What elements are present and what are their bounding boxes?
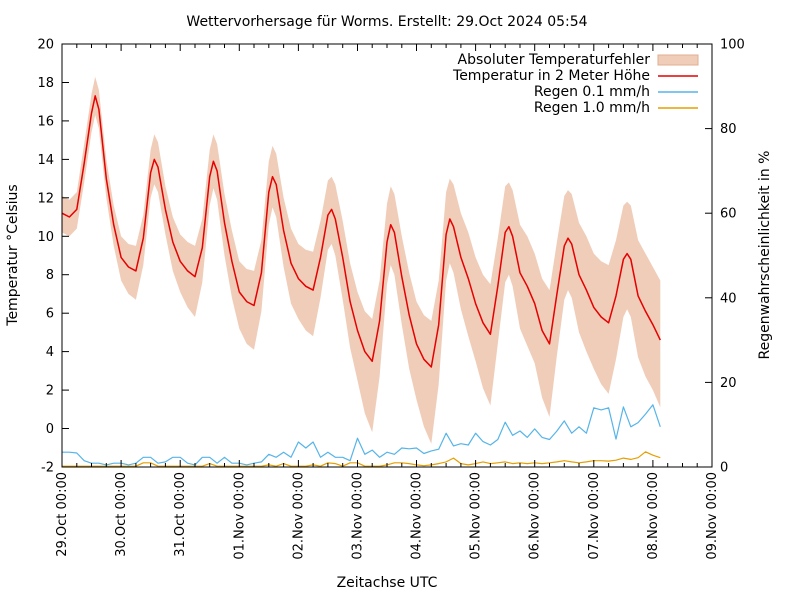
y-tick-label: 18 (37, 76, 54, 91)
absolute-temperature-error-band (62, 76, 661, 444)
legend-band-swatch (657, 54, 699, 66)
legend-label-3: Regen 1.0 mm/h (534, 100, 650, 116)
y2-tick-label: 80 (720, 122, 737, 137)
x-tick-label: 01.Nov 00:00 (232, 472, 247, 560)
temperature-2m-line (61, 95, 661, 368)
y-tick-label: 14 (37, 153, 54, 168)
x-tick-label: 31.Oct 00:00 (173, 472, 188, 557)
y2-tick-label: 0 (720, 461, 728, 476)
y2-tick-label: 100 (720, 38, 745, 53)
data-lines-layer (61, 95, 661, 467)
x-tick-label: 05.Nov 00:00 (469, 472, 484, 560)
x-tick-label: 08.Nov 00:00 (646, 472, 661, 560)
x-tick-label: 09.Nov 00:00 (705, 472, 720, 560)
y2-tick-label: 20 (720, 376, 737, 391)
y2-tick-label: 60 (720, 207, 737, 222)
tick-labels-layer: 29.Oct 00:00 30.Oct 00:00 31.Oct 00:00 01.N… (37, 38, 744, 560)
legend-label-2: Regen 0.1 mm/h (534, 84, 650, 100)
legend-label-1: Temperatur in 2 Meter Höhe (452, 68, 650, 84)
y-tick-label: 16 (37, 114, 54, 129)
y2-axis-title: Regenwahrscheinlichkeit in % (757, 151, 773, 360)
y-tick-label: 10 (37, 230, 54, 245)
y-tick-label: 12 (37, 191, 54, 206)
x-tick-label: 29.Oct 00:00 (55, 472, 70, 557)
x-tick-label: 30.Oct 00:00 (114, 472, 129, 557)
rain-1-0-mmh-line (62, 451, 661, 467)
y2-tick-label: 40 (720, 291, 737, 306)
chart-title: Wettervorhersage für Worms. Erstellt: 29… (186, 14, 587, 30)
x-tick-label: 07.Nov 00:00 (587, 472, 602, 560)
y-axis-title: Temperatur °Celsius (5, 184, 21, 326)
y-tick-label: 20 (37, 38, 54, 53)
axes-frame-layer (61, 43, 713, 468)
error-band-layer (62, 76, 661, 444)
x-tick-label: 03.Nov 00:00 (351, 472, 366, 560)
x-tick-label: 06.Nov 00:00 (528, 472, 543, 560)
x-tick-label: 04.Nov 00:00 (410, 472, 425, 560)
y-tick-label: 8 (46, 268, 54, 283)
x-axis-title: Zeitachse UTC (337, 575, 438, 591)
y-tick-label: 0 (46, 422, 54, 437)
y-tick-label: -2 (41, 461, 54, 476)
y-tick-label: 2 (46, 384, 54, 399)
y-tick-label: 4 (46, 345, 54, 360)
legend-label-0: Absoluter Temperaturfehler (458, 52, 651, 68)
rain-0-1-mmh-line (62, 404, 661, 466)
x-tick-label: 02.Nov 00:00 (291, 472, 306, 560)
y-tick-label: 6 (46, 307, 54, 322)
